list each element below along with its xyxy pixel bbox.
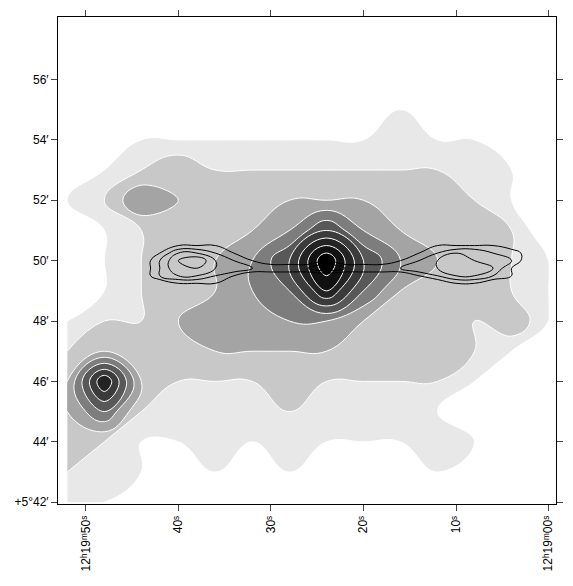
svg-text:50′: 50′ bbox=[33, 254, 49, 268]
svg-text:48′: 48′ bbox=[33, 314, 49, 328]
svg-text:10ˢ: 10ˢ bbox=[449, 516, 463, 533]
svg-text:+5°42′: +5°42′ bbox=[15, 495, 50, 509]
svg-text:30ˢ: 30ˢ bbox=[264, 516, 278, 533]
svg-text:12ʰ19ᵐ00ˢ: 12ʰ19ᵐ00ˢ bbox=[541, 516, 555, 572]
svg-text:54′: 54′ bbox=[33, 133, 49, 147]
svg-text:40ˢ: 40ˢ bbox=[171, 516, 185, 533]
svg-text:52′: 52′ bbox=[33, 193, 49, 207]
svg-text:46′: 46′ bbox=[33, 375, 49, 389]
svg-text:56′: 56′ bbox=[33, 73, 49, 87]
svg-text:12ʰ19ᵐ50ˢ: 12ʰ19ᵐ50ˢ bbox=[79, 516, 93, 572]
svg-text:20ˢ: 20ˢ bbox=[356, 516, 370, 533]
svg-text:44′: 44′ bbox=[33, 435, 49, 449]
